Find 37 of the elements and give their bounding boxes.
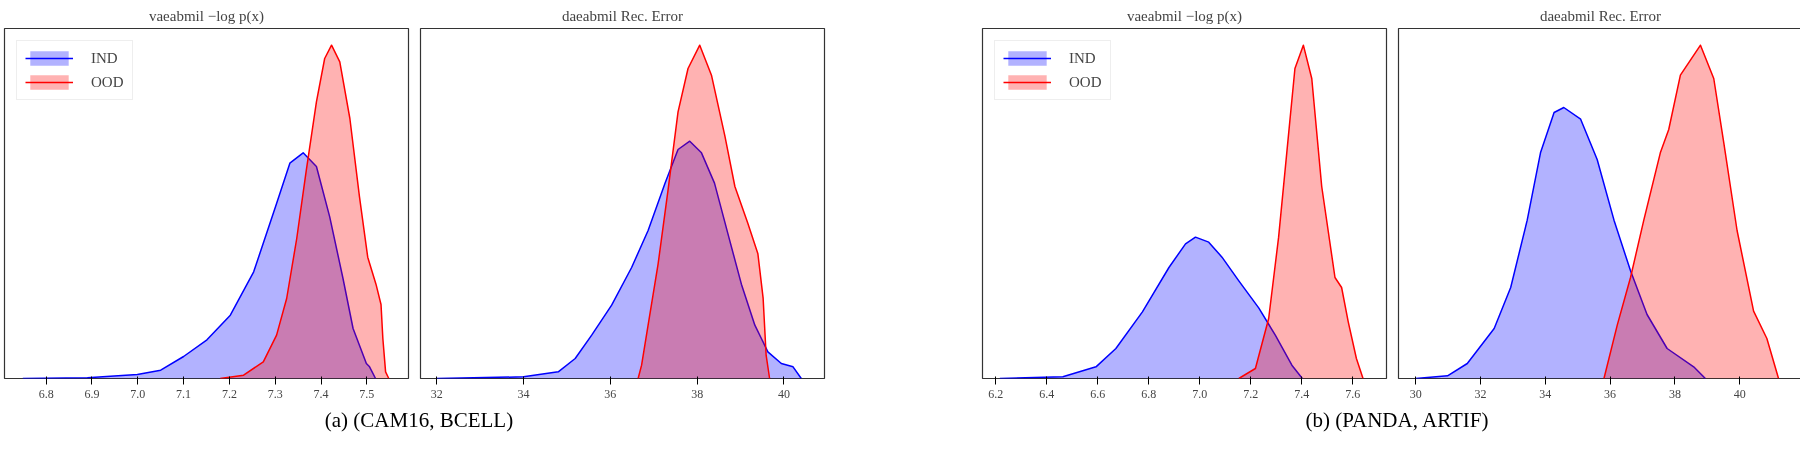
x-tick-label: 7.4 xyxy=(313,386,329,401)
x-tick-label: 7.2 xyxy=(1243,386,1259,401)
chart-title: vaeabmil −log p(x) xyxy=(148,7,265,25)
x-tick-label: 7.4 xyxy=(1294,386,1310,401)
chart-title: vaeabmil −log p(x) xyxy=(1126,7,1243,25)
x-tick-label: 30 xyxy=(1409,386,1422,401)
legend-label: OOD xyxy=(1069,73,1102,91)
x-tick-label: 6.8 xyxy=(38,386,54,401)
legend-label: OOD xyxy=(91,73,124,91)
x-tick-label: 6.4 xyxy=(1039,386,1055,401)
x-tick-label: 32 xyxy=(1474,386,1487,401)
x-tick-label: 36 xyxy=(1604,386,1617,401)
x-tick-label: 7.1 xyxy=(176,386,192,401)
x-tick-label: 38 xyxy=(1668,386,1681,401)
x-tick-label: 6.6 xyxy=(1090,386,1106,401)
chart-title: daeabmil Rec. Error xyxy=(561,7,684,24)
x-tick-label: 34 xyxy=(517,386,530,401)
x-tick-label: 36 xyxy=(604,386,617,401)
x-tick-label: 7.0 xyxy=(130,386,146,401)
x-tick-label: 34 xyxy=(1539,386,1552,401)
x-tick-label: 40 xyxy=(777,386,790,401)
x-tick-label: 7.3 xyxy=(267,386,283,401)
x-tick-label: 7.6 xyxy=(1345,386,1361,401)
x-tick-label: 7.5 xyxy=(359,386,375,401)
text: (a) (CAM16, BCELL) xyxy=(324,407,514,434)
x-tick-label: 7.0 xyxy=(1192,386,1208,401)
x-tick-label: 40 xyxy=(1733,386,1746,401)
x-tick-label: 6.8 xyxy=(1141,386,1157,401)
legend-label: IND xyxy=(91,49,118,67)
x-tick-label: 6.9 xyxy=(84,386,100,401)
x-tick-label: 7.2 xyxy=(221,386,237,401)
chart-title: daeabmil Rec. Error xyxy=(1539,7,1662,24)
text: (b) (PANDA, ARTIF) xyxy=(1305,407,1489,434)
legend-label: IND xyxy=(1069,49,1096,67)
x-tick-label: 32 xyxy=(430,386,443,401)
x-tick-label: 38 xyxy=(691,386,704,401)
x-tick-label: 6.2 xyxy=(988,386,1004,401)
